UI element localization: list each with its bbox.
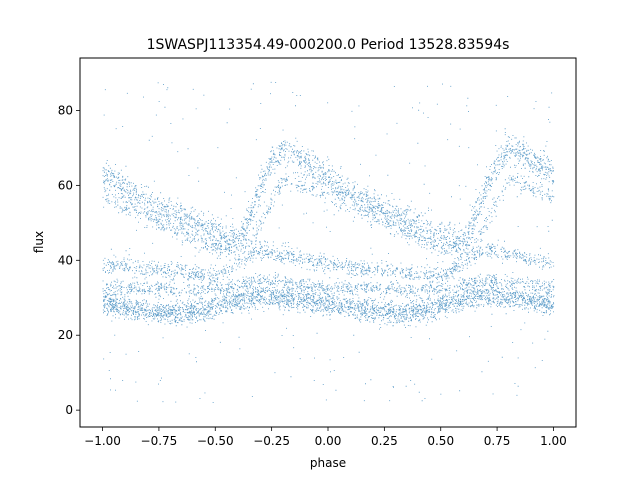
x-tick-label: 0.00: [315, 434, 342, 448]
y-axis-label: flux: [32, 231, 46, 253]
x-tick-label: −0.25: [253, 434, 290, 448]
y-tick-label: 40: [58, 253, 73, 267]
chart-title: 1SWASPJ113354.49-000200.0 Period 13528.8…: [147, 37, 510, 53]
x-tick-label: −0.75: [141, 434, 178, 448]
y-axis: 0 20 40 60 80: [58, 103, 80, 417]
x-tick-label: 1.00: [540, 434, 567, 448]
x-axis: −1.00 −0.75 −0.50 −0.25 0.00 0.25 0.50 0.75 1.00: [84, 427, 567, 448]
x-tick-label: 0.25: [371, 434, 398, 448]
x-tick-label: 0.75: [484, 434, 511, 448]
x-axis-label: phase: [310, 456, 346, 470]
x-tick-label: −1.00: [84, 434, 121, 448]
x-tick-label: 0.50: [427, 434, 454, 448]
x-tick-label: −0.50: [197, 434, 234, 448]
y-tick-label: 60: [58, 178, 73, 192]
y-tick-label: 20: [58, 328, 73, 342]
y-tick-label: 0: [65, 403, 73, 417]
y-tick-label: 80: [58, 103, 73, 117]
